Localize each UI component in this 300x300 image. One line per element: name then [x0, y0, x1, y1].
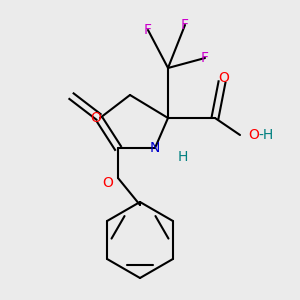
Text: -H: -H — [258, 128, 273, 142]
Text: O: O — [219, 71, 230, 85]
Text: O: O — [248, 128, 259, 142]
Text: N: N — [150, 141, 160, 155]
Text: O: O — [103, 176, 113, 190]
Text: F: F — [144, 23, 152, 37]
Text: F: F — [181, 18, 189, 32]
Text: H: H — [178, 150, 188, 164]
Text: O: O — [91, 111, 101, 125]
Text: F: F — [201, 51, 209, 65]
